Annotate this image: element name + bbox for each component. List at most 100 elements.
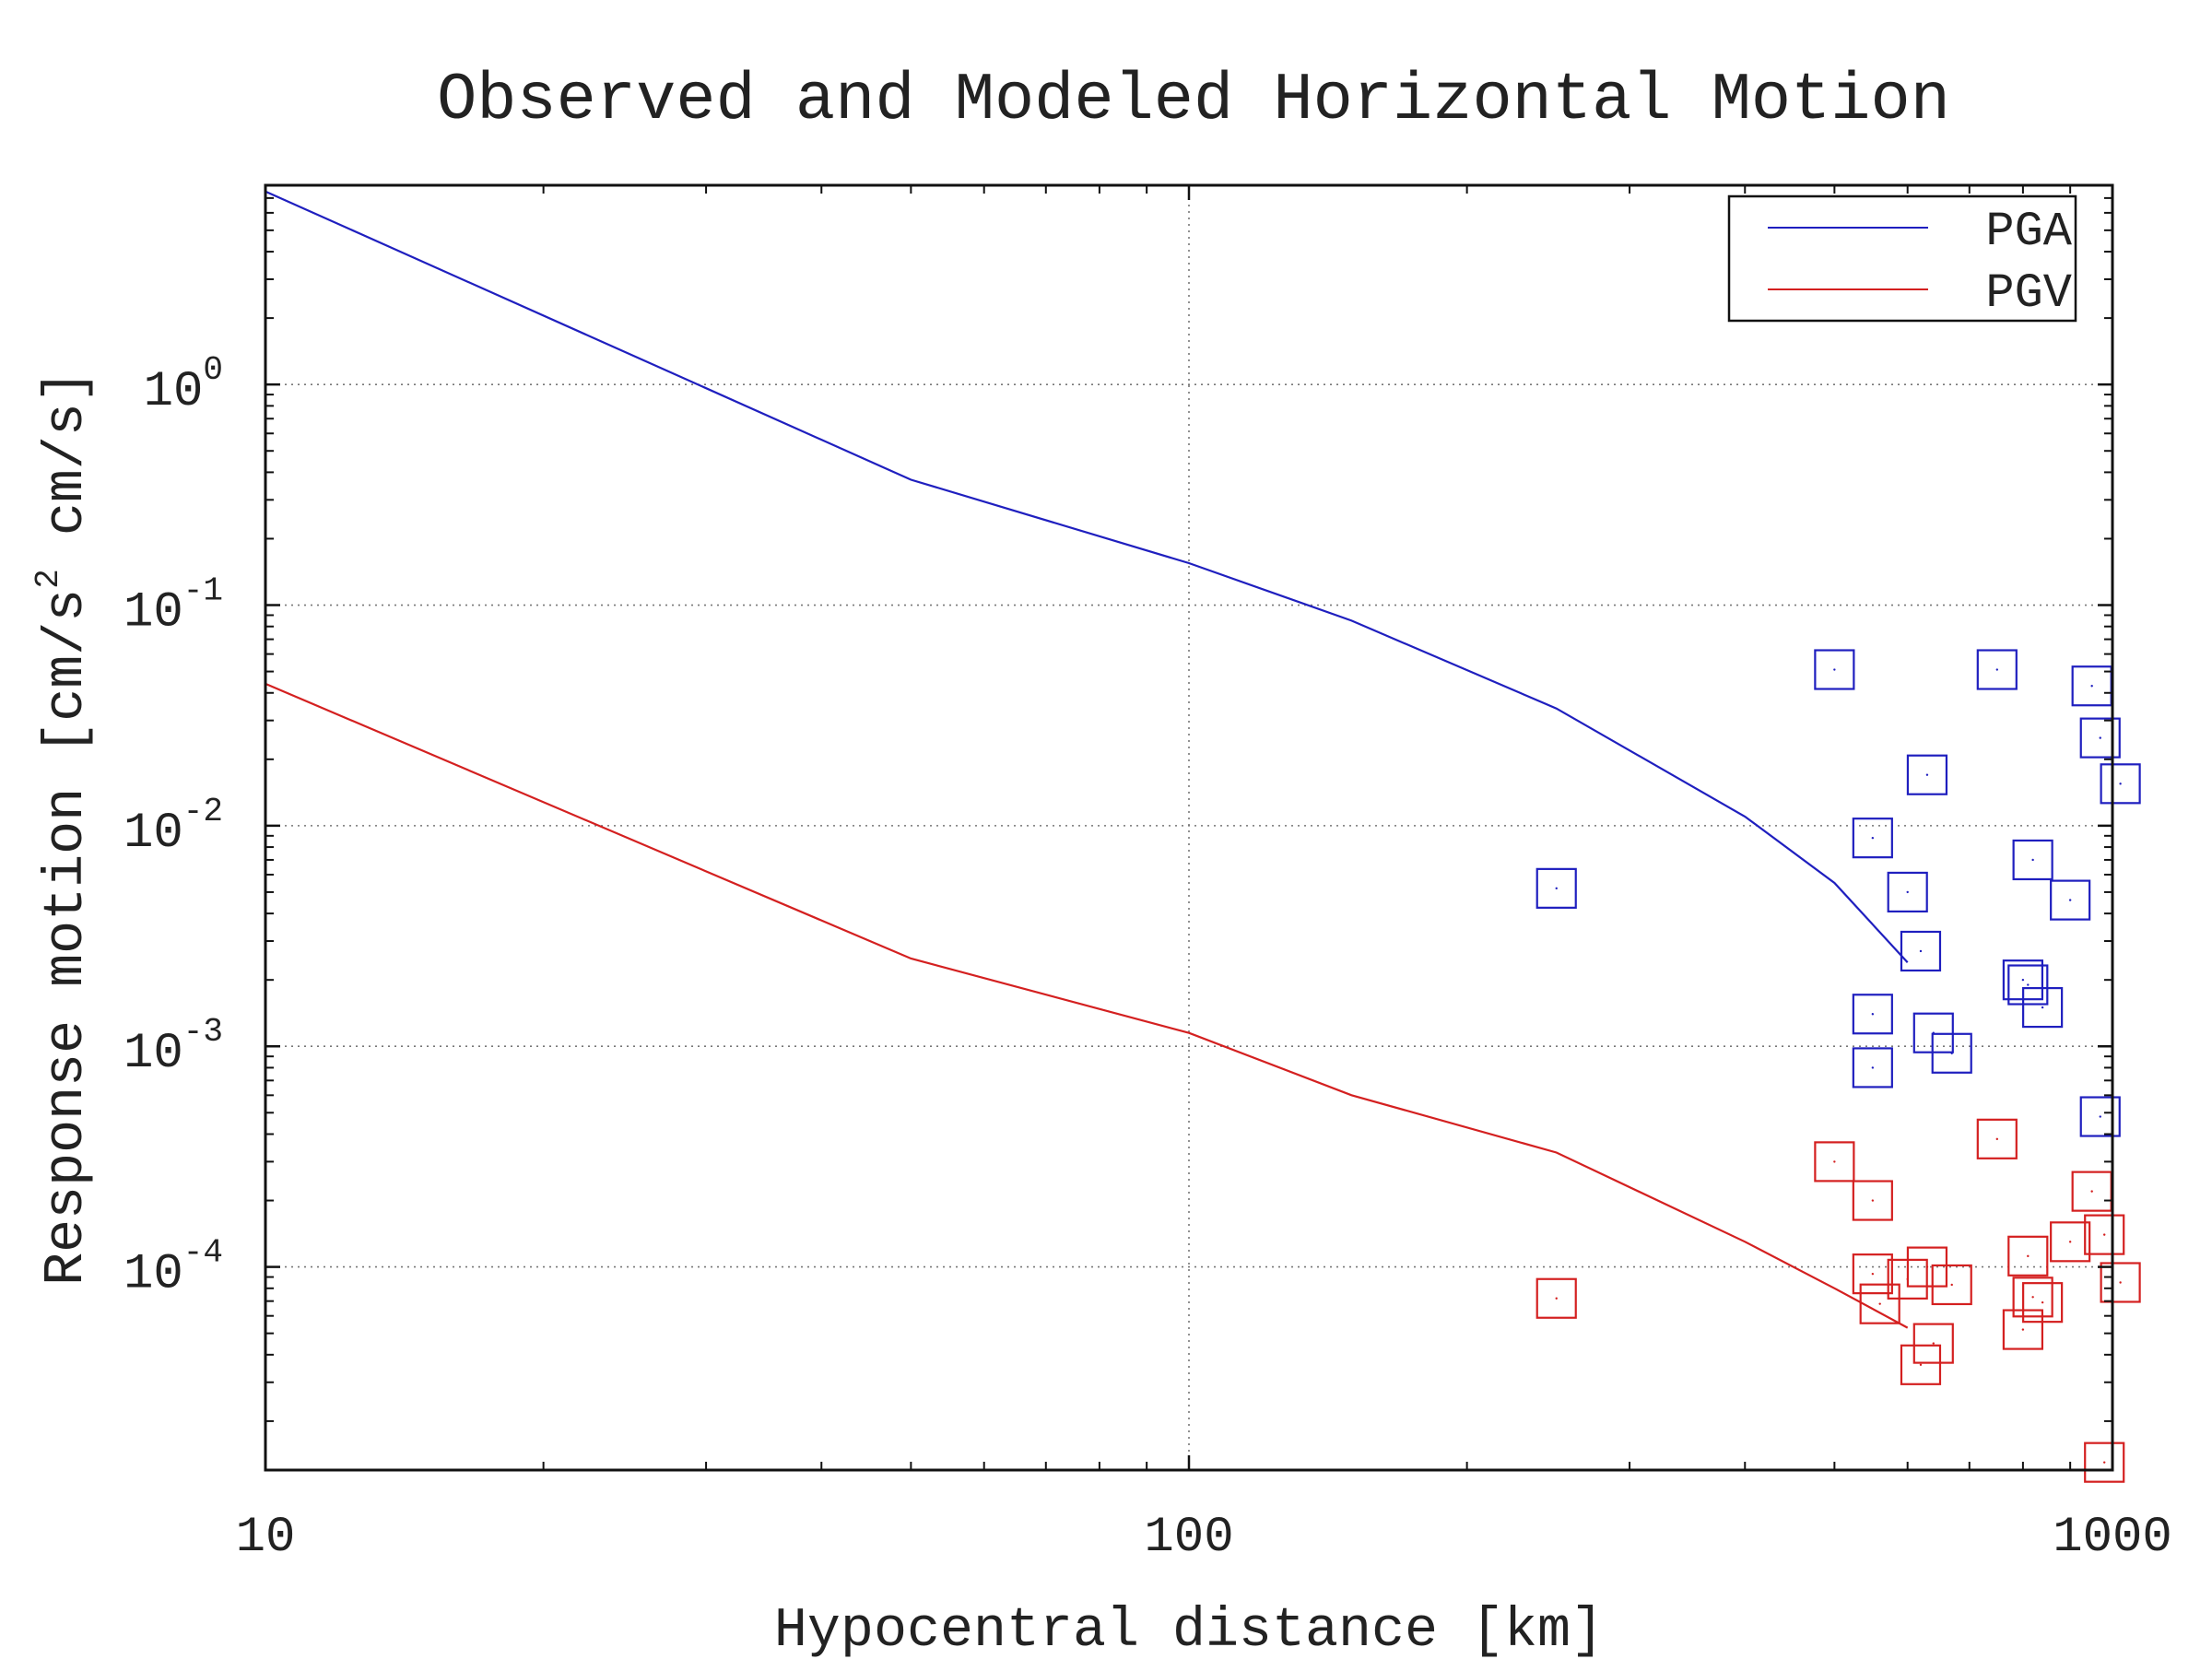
pga-observation-point-18 xyxy=(2099,1115,2101,1118)
pgv-observation-marker-15 xyxy=(2050,1221,2091,1263)
pgv-observation-marker-14 xyxy=(2022,1282,2064,1324)
pga-observation-point-12 xyxy=(2027,983,2030,986)
pgv-observation-marker-19 xyxy=(2100,1262,2141,1303)
pgv-observation-point-13 xyxy=(2031,1296,2034,1299)
pga-observation-point-6 xyxy=(1919,949,1923,953)
pga-model-line xyxy=(265,190,1909,963)
pga-observation-point-15 xyxy=(2068,899,2072,901)
y-axis-label-end: cm/s] xyxy=(36,370,99,569)
pgv-observation-point-17 xyxy=(2103,1233,2106,1236)
pgv-observation-point-11 xyxy=(2021,1328,2025,1331)
pgv-observation-point-8 xyxy=(1932,1342,1935,1345)
pga-observation-point-11 xyxy=(2021,978,2025,982)
pga-observation-marker-5 xyxy=(1887,871,1928,913)
pga-observation-point-5 xyxy=(1906,890,1909,894)
y-tick-label-base-3: 10 xyxy=(124,1026,183,1082)
pgv-model-line xyxy=(265,682,1909,1329)
pgv-observation-point-1 xyxy=(1833,1160,1836,1163)
pgv-observation-marker-0 xyxy=(1535,1277,1577,1319)
pga-observation-marker-19 xyxy=(2100,763,2141,805)
pga-observation-point-2 xyxy=(1871,836,1875,840)
pgv-observation-marker-18 xyxy=(2084,1441,2125,1483)
pga-observation-point-3 xyxy=(1871,1013,1875,1016)
pgv-observation-marker-2 xyxy=(1852,1180,1893,1221)
pga-observation-point-4 xyxy=(1871,1066,1875,1069)
pga-observation-marker-12 xyxy=(2007,964,2049,1006)
pgv-observation-point-4 xyxy=(1878,1302,1881,1305)
pga-observation-marker-14 xyxy=(2022,986,2064,1029)
pga-observation-point-14 xyxy=(2041,1006,2044,1009)
pgv-observation-marker-1 xyxy=(1814,1141,1855,1182)
pga-observation-marker-18 xyxy=(2079,1096,2121,1137)
pga-observation-marker-3 xyxy=(1852,994,1893,1035)
y-tick-label-exp-3: -3 xyxy=(183,1013,223,1051)
chart-title: Observed and Modeled Horizontal Motion xyxy=(437,63,1950,138)
y-tick-label-exp-2: -2 xyxy=(183,793,223,830)
pgv-observation-marker-12 xyxy=(2007,1235,2049,1277)
pgv-observation-marker-8 xyxy=(1912,1323,1954,1364)
y-tick-label-base-1: 10 xyxy=(124,585,183,641)
pga-observation-point-0 xyxy=(1555,887,1558,890)
x-tick-label-0: 10 xyxy=(236,1510,296,1566)
pgv-observation-point-19 xyxy=(2119,1281,2122,1284)
pgv-observation-marker-10 xyxy=(1976,1118,2018,1159)
pgv-observation-point-15 xyxy=(2068,1241,2072,1243)
pgv-observation-point-10 xyxy=(1995,1137,1999,1141)
pgv-observation-point-0 xyxy=(1555,1297,1558,1300)
y-tick-label-exp-0: 0 xyxy=(203,351,223,389)
pga-observation-marker-15 xyxy=(2050,879,2091,921)
pgv-observation-marker-13 xyxy=(2012,1277,2053,1318)
plot-series xyxy=(265,190,2141,1483)
pgv-observation-point-2 xyxy=(1871,1199,1875,1202)
y-axis-label: Response motion [cm/s2 cm/s] xyxy=(29,370,99,1286)
y-tick-label-2: 10-2 xyxy=(124,793,223,862)
pga-observation-point-1 xyxy=(1833,668,1836,671)
pgv-observation-marker-7 xyxy=(1906,1246,1948,1288)
legend-box xyxy=(1727,194,2077,323)
pgv-observation-point-12 xyxy=(2027,1254,2030,1258)
pgv-observation-marker-9 xyxy=(1931,1264,1972,1306)
pgv-observation-point-9 xyxy=(1950,1283,1953,1287)
pga-observation-marker-9 xyxy=(1931,1032,1972,1074)
pgv-observation-point-16 xyxy=(2090,1190,2093,1193)
pga-observation-point-17 xyxy=(2099,736,2101,739)
pga-observation-marker-4 xyxy=(1852,1047,1893,1088)
pga-observation-point-9 xyxy=(1950,1052,1953,1054)
y-tick-label-exp-4: -4 xyxy=(183,1234,223,1272)
pga-observation-point-10 xyxy=(1995,668,1999,671)
pga-observation-marker-10 xyxy=(1976,649,2018,690)
pga-observation-marker-17 xyxy=(2079,717,2121,759)
pga-observation-marker-2 xyxy=(1852,818,1893,859)
pga-observation-point-19 xyxy=(2119,782,2122,785)
legend-label-pga: PGA xyxy=(1985,205,2072,259)
pga-observation-marker-1 xyxy=(1814,649,1855,690)
y-tick-label-base-4: 10 xyxy=(124,1247,183,1303)
y-tick-label-1: 10-1 xyxy=(124,572,223,641)
pgv-observation-point-18 xyxy=(2103,1461,2106,1464)
pga-observation-marker-13 xyxy=(2012,839,2053,881)
pgv-observation-point-6 xyxy=(1919,1363,1923,1366)
pga-observation-point-13 xyxy=(2031,858,2034,862)
x-tick-label-2: 1000 xyxy=(2053,1510,2172,1566)
pgv-observation-point-7 xyxy=(1925,1265,1929,1268)
pgv-observation-marker-17 xyxy=(2084,1214,2125,1255)
legend-label-pgv: PGV xyxy=(1985,266,2072,321)
pga-observation-point-7 xyxy=(1925,773,1929,776)
pgv-observation-marker-4 xyxy=(1859,1283,1900,1324)
pga-observation-marker-7 xyxy=(1906,754,1948,795)
y-tick-label-4: 10-4 xyxy=(124,1234,223,1303)
pga-observation-marker-6 xyxy=(1900,930,1942,972)
y-axis-label-main: Response motion [cm/s xyxy=(36,589,99,1286)
y-tick-label-3: 10-3 xyxy=(124,1013,223,1082)
y-tick-label-0: 100 xyxy=(144,351,223,420)
pga-observation-marker-0 xyxy=(1535,867,1577,909)
y-tick-label-base-0: 10 xyxy=(144,364,204,420)
pgv-observation-marker-3 xyxy=(1852,1253,1893,1295)
x-axis-label: Hypocentral distance [km] xyxy=(774,1600,1604,1659)
pgv-observation-point-14 xyxy=(2041,1300,2044,1304)
x-tick-label-1: 100 xyxy=(1144,1510,1233,1566)
pga-observation-point-16 xyxy=(2090,685,2093,688)
y-tick-label-exp-1: -1 xyxy=(183,572,223,610)
